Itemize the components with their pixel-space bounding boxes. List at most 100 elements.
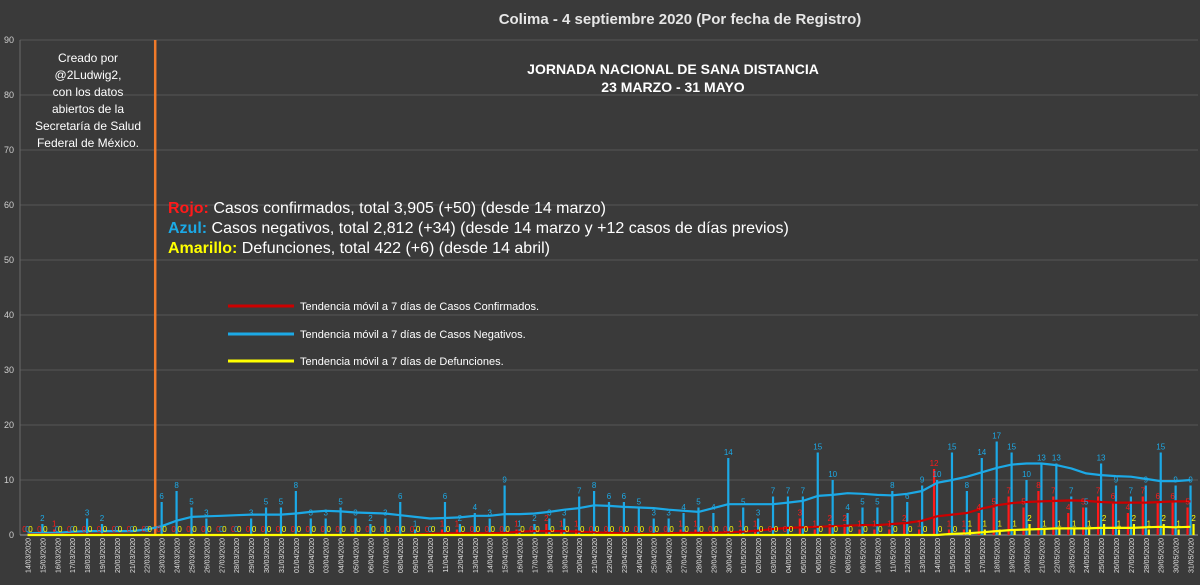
confirmed-data-label: 1 xyxy=(753,520,758,529)
deaths-data-label: 0 xyxy=(699,525,704,534)
x-tick-label: 10/04/2020 xyxy=(428,538,435,573)
legend-key: Amarillo: xyxy=(168,240,237,257)
confirmed-data-label: 0 xyxy=(723,525,728,534)
negative-data-label: 8 xyxy=(965,481,970,490)
x-tick-label: 18/05/2020 xyxy=(995,538,1002,573)
negative-bar xyxy=(250,518,253,535)
confirmed-data-label: 1 xyxy=(917,520,922,529)
x-tick-label: 27/03/2020 xyxy=(219,538,226,573)
confirmed-data-label: 0 xyxy=(484,525,489,534)
confirmed-data-label: 5 xyxy=(1081,498,1086,507)
trend-negative-line xyxy=(27,462,1191,535)
x-tick-label: 29/05/2020 xyxy=(1159,538,1166,573)
confirmed-bar xyxy=(903,524,906,535)
confirmed-bar xyxy=(858,529,861,535)
confirmed-data-label: 0 xyxy=(156,525,161,534)
negative-bar xyxy=(592,491,596,535)
x-tick-label: 02/04/2020 xyxy=(309,538,316,573)
deaths-data-label: 0 xyxy=(490,525,495,534)
deaths-bar xyxy=(1088,529,1091,535)
x-tick-label: 14/04/2020 xyxy=(488,538,495,573)
negative-data-label: 4 xyxy=(473,503,478,512)
negative-data-label: 15 xyxy=(1007,443,1016,452)
trend-deaths-line xyxy=(27,525,1191,537)
confirmed-data-label: 1 xyxy=(872,520,877,529)
sana-distancia-title: JORNADA NACIONAL DE SANA DISTANCIA xyxy=(527,61,819,77)
negative-bar xyxy=(712,513,715,535)
deaths-data-label: 1 xyxy=(1057,520,1062,529)
negative-bar xyxy=(667,518,670,535)
x-tick-label: 23/03/2020 xyxy=(160,538,167,573)
sana-distancia-box: JORNADA NACIONAL DE SANA DISTANCIA 23 MA… xyxy=(527,61,819,95)
x-tick-label: 29/04/2020 xyxy=(711,538,718,573)
negative-data-label: 3 xyxy=(249,509,254,518)
deaths-data-label: 0 xyxy=(684,525,689,534)
negative-bar xyxy=(816,452,819,535)
negative-data-label: 0 xyxy=(428,525,433,534)
confirmed-bar xyxy=(1186,507,1189,535)
deaths-bar xyxy=(1162,524,1165,535)
negative-data-label: 2 xyxy=(100,514,105,523)
confirmed-bar xyxy=(1067,513,1070,535)
negative-data-label: 7 xyxy=(771,487,776,496)
x-tick-label: 18/04/2020 xyxy=(547,538,554,573)
negative-bar xyxy=(324,518,327,535)
deaths-data-label: 0 xyxy=(148,525,153,534)
confirmed-data-label: 2 xyxy=(544,514,549,523)
confirmed-data-label: 0 xyxy=(410,525,415,534)
confirmed-data-label: 1 xyxy=(574,520,579,529)
confirmed-bar xyxy=(813,529,816,535)
deaths-data-label: 0 xyxy=(401,525,406,534)
x-tick-label: 04/05/2020 xyxy=(786,538,793,573)
x-tick-label: 28/03/2020 xyxy=(234,538,241,573)
confirmed-bar xyxy=(947,529,951,535)
x-tick-label: 24/05/2020 xyxy=(1084,538,1091,573)
confirmed-bar xyxy=(1082,507,1085,535)
deaths-data-label: 2 xyxy=(1027,514,1032,523)
negative-bar xyxy=(175,491,178,535)
confirmed-bar xyxy=(1111,502,1115,535)
bars xyxy=(41,441,1195,535)
negative-data-label: 6 xyxy=(622,492,627,501)
trend-legend-deaths: Tendencia móvil a 7 días de Defunciones. xyxy=(300,356,504,368)
deaths-data-label: 1 xyxy=(1012,520,1017,529)
negative-data-label: 10 xyxy=(828,470,837,479)
confirmed-data-label: 0 xyxy=(231,525,236,534)
confirmed-data-label: 0 xyxy=(529,525,534,534)
negative-data-label: 4 xyxy=(681,503,686,512)
credit-line: Secretaría de Salud xyxy=(35,119,141,133)
negative-data-label: 0 xyxy=(70,525,75,534)
deaths-bar xyxy=(1147,529,1150,535)
negative-bar xyxy=(384,518,387,535)
negative-data-label: 8 xyxy=(890,481,895,490)
negative-data-label: 15 xyxy=(948,443,957,452)
negative-data-label: 5 xyxy=(696,498,701,507)
deaths-data-label: 0 xyxy=(58,525,63,534)
deaths-data-label: 0 xyxy=(476,525,481,534)
negative-bar xyxy=(548,518,551,535)
confirmed-data-label: 1 xyxy=(887,520,892,529)
deaths-data-label: 0 xyxy=(103,525,108,534)
y-tick-label: 0 xyxy=(9,530,14,540)
deaths-data-label: 0 xyxy=(192,525,197,534)
negative-bar xyxy=(682,513,685,535)
x-tick-label: 10/05/2020 xyxy=(875,538,882,573)
negative-bar xyxy=(742,507,745,535)
x-tick-label: 31/03/2020 xyxy=(279,538,286,573)
deaths-data-label: 0 xyxy=(416,525,421,534)
negative-bar xyxy=(1070,496,1073,535)
confirmed-data-label: 6 xyxy=(1170,492,1175,501)
confirmed-data-label: 0 xyxy=(142,525,147,534)
confirmed-data-label: 1 xyxy=(693,520,698,529)
confirmed-data-label: 0 xyxy=(634,525,639,534)
legend-deaths: Amarillo: Defunciones, total 422 (+6) (d… xyxy=(168,240,550,257)
confirmed-data-label: 6 xyxy=(1111,492,1116,501)
confirmed-data-label: 0 xyxy=(365,525,370,534)
confirmed-data-label: 0 xyxy=(82,525,87,534)
legend-text: Defunciones, total 422 (+6) (desde 14 ab… xyxy=(237,240,550,257)
confirmed-data-label: 0 xyxy=(350,525,355,534)
confirmed-data-label: 0 xyxy=(589,525,594,534)
x-tick-label: 14/05/2020 xyxy=(935,538,942,573)
confirmed-bar xyxy=(843,524,846,535)
negative-bar xyxy=(399,502,402,535)
